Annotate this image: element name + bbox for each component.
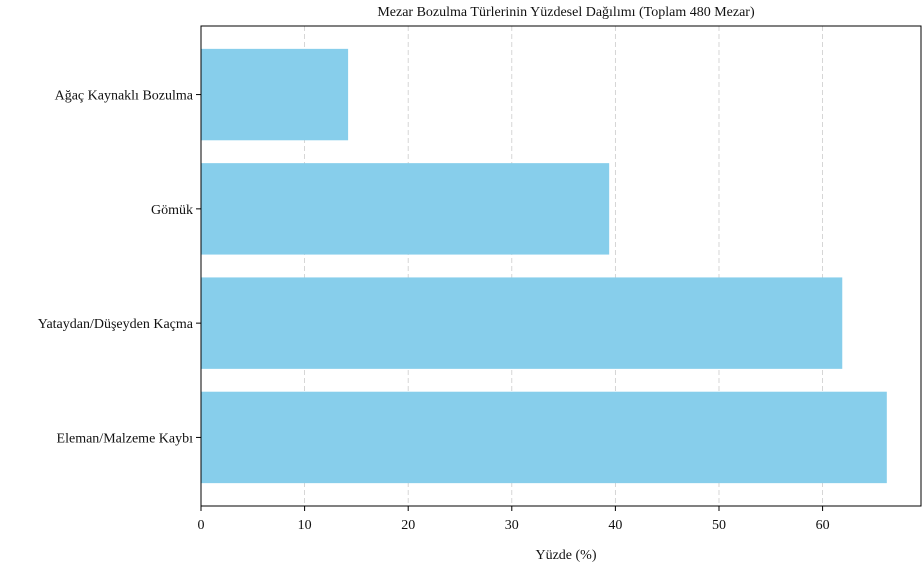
bar	[201, 163, 610, 255]
axes	[196, 25, 922, 511]
plot-frame	[200, 25, 922, 507]
x-tick-label: 0	[198, 518, 205, 533]
x-axis-label: Yüzde (%)	[535, 548, 596, 563]
y-tick-label: Gömük	[151, 203, 193, 218]
y-tick-label: Ağaç Kaynaklı Bozulma	[55, 89, 194, 104]
x-tick-label: 50	[712, 518, 726, 533]
x-tick-label: 60	[816, 518, 830, 533]
bar	[201, 391, 887, 484]
bars	[201, 48, 887, 484]
x-tick-label: 30	[505, 518, 519, 533]
chart-title: Mezar Bozulma Türlerinin Yüzdesel Dağılı…	[377, 5, 755, 20]
x-tick-label: 10	[298, 518, 312, 533]
y-tick-label: Yataydan/Düşeyden Kaçma	[38, 317, 194, 332]
bar	[201, 48, 349, 141]
y-tick-label: Eleman/Malzeme Kaybı	[57, 431, 194, 446]
bar	[201, 277, 843, 369]
x-tick-label: 40	[608, 518, 622, 533]
x-tick-label: 20	[401, 518, 415, 533]
tick-labels: Eleman/Malzeme Kaybı Yataydan/Düşeyden Ka…	[38, 89, 830, 533]
